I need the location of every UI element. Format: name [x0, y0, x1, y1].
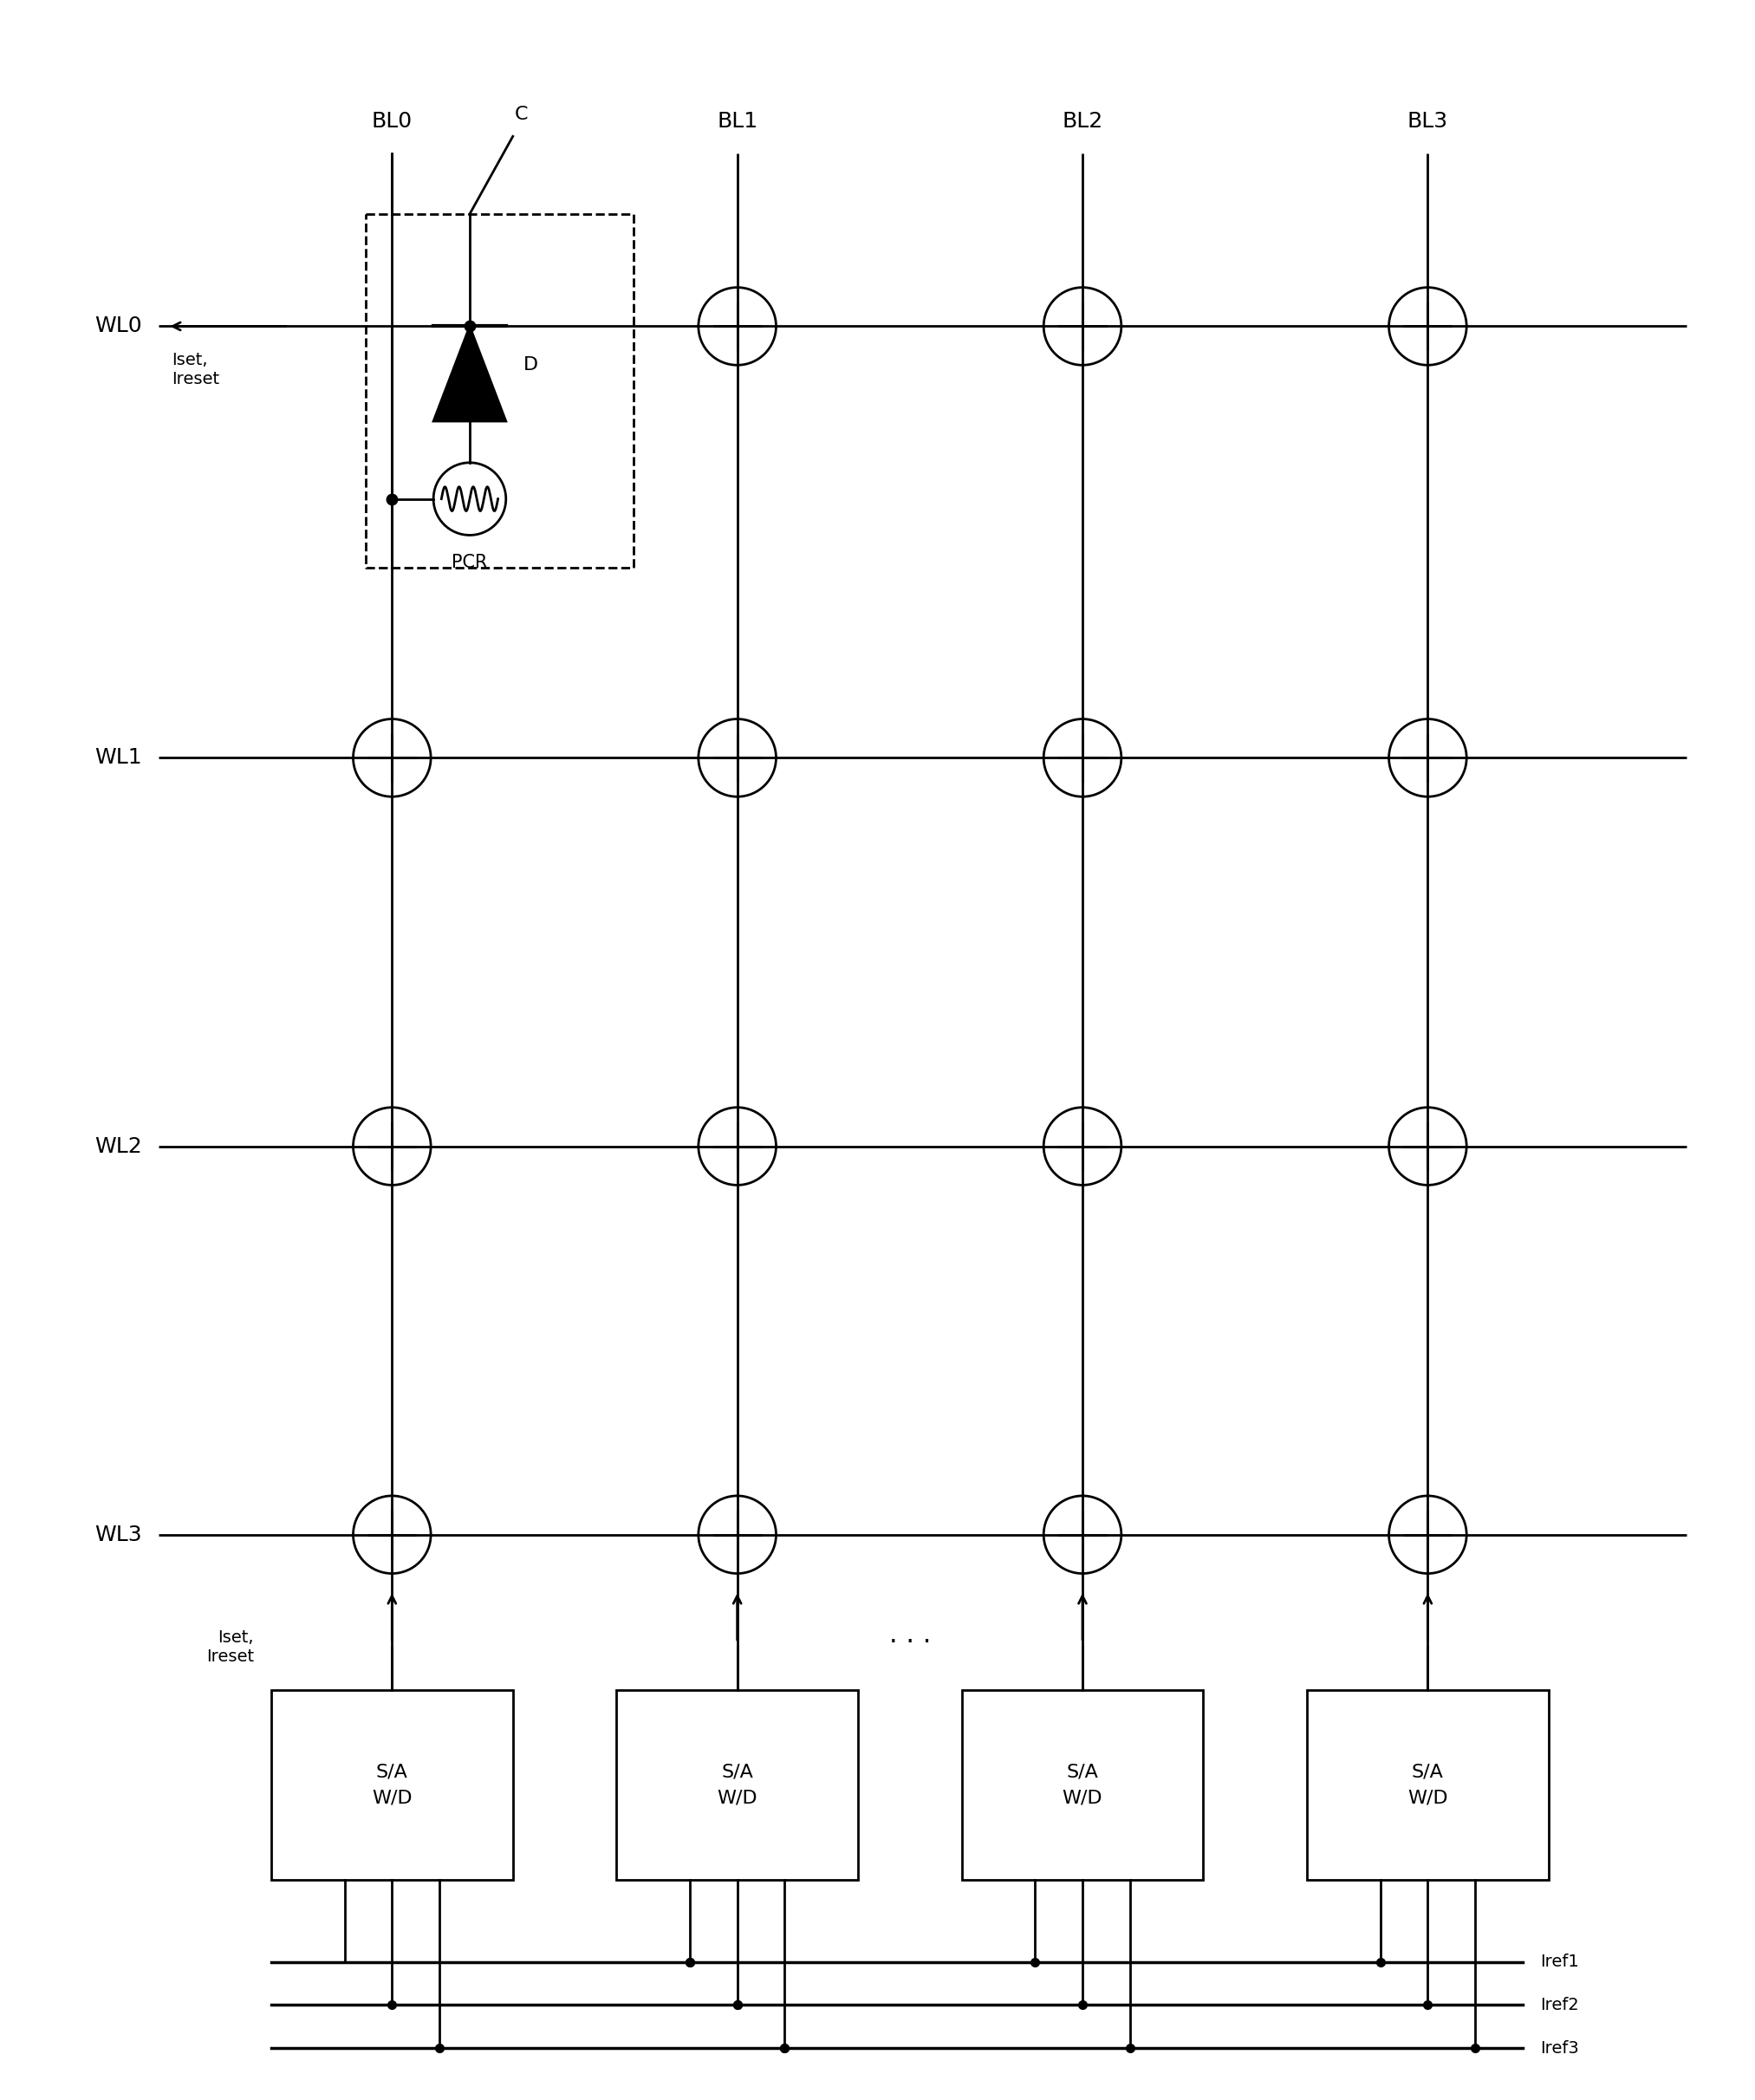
Text: BL0: BL0	[372, 111, 412, 132]
Text: C: C	[514, 107, 528, 124]
Text: · · ·: · · ·	[888, 1630, 930, 1655]
Text: D: D	[523, 357, 539, 374]
Text: BL1: BL1	[716, 111, 758, 132]
Text: WL1: WL1	[95, 748, 142, 769]
Text: BL2: BL2	[1062, 111, 1102, 132]
Text: Iref2: Iref2	[1539, 1997, 1580, 2014]
Text: S/A
W/D: S/A W/D	[1408, 1764, 1448, 1806]
FancyBboxPatch shape	[962, 1690, 1204, 1880]
Text: Iset,
Ireset: Iset, Ireset	[172, 353, 219, 388]
Text: WL3: WL3	[95, 1525, 142, 1546]
FancyBboxPatch shape	[1307, 1690, 1548, 1880]
Text: S/A
W/D: S/A W/D	[1062, 1764, 1102, 1806]
Text: Iref3: Iref3	[1539, 2039, 1580, 2056]
Text: BL3: BL3	[1408, 111, 1448, 132]
FancyBboxPatch shape	[272, 1690, 512, 1880]
Text: PCR: PCR	[451, 554, 488, 571]
Text: WL0: WL0	[95, 315, 142, 336]
Text: Iset,
Ireset: Iset, Ireset	[205, 1630, 254, 1665]
Text: S/A
W/D: S/A W/D	[372, 1764, 412, 1806]
Text: S/A
W/D: S/A W/D	[718, 1764, 758, 1806]
Polygon shape	[433, 326, 505, 422]
FancyBboxPatch shape	[616, 1690, 858, 1880]
Text: Iref1: Iref1	[1539, 1953, 1580, 1970]
Text: WL2: WL2	[95, 1136, 142, 1157]
